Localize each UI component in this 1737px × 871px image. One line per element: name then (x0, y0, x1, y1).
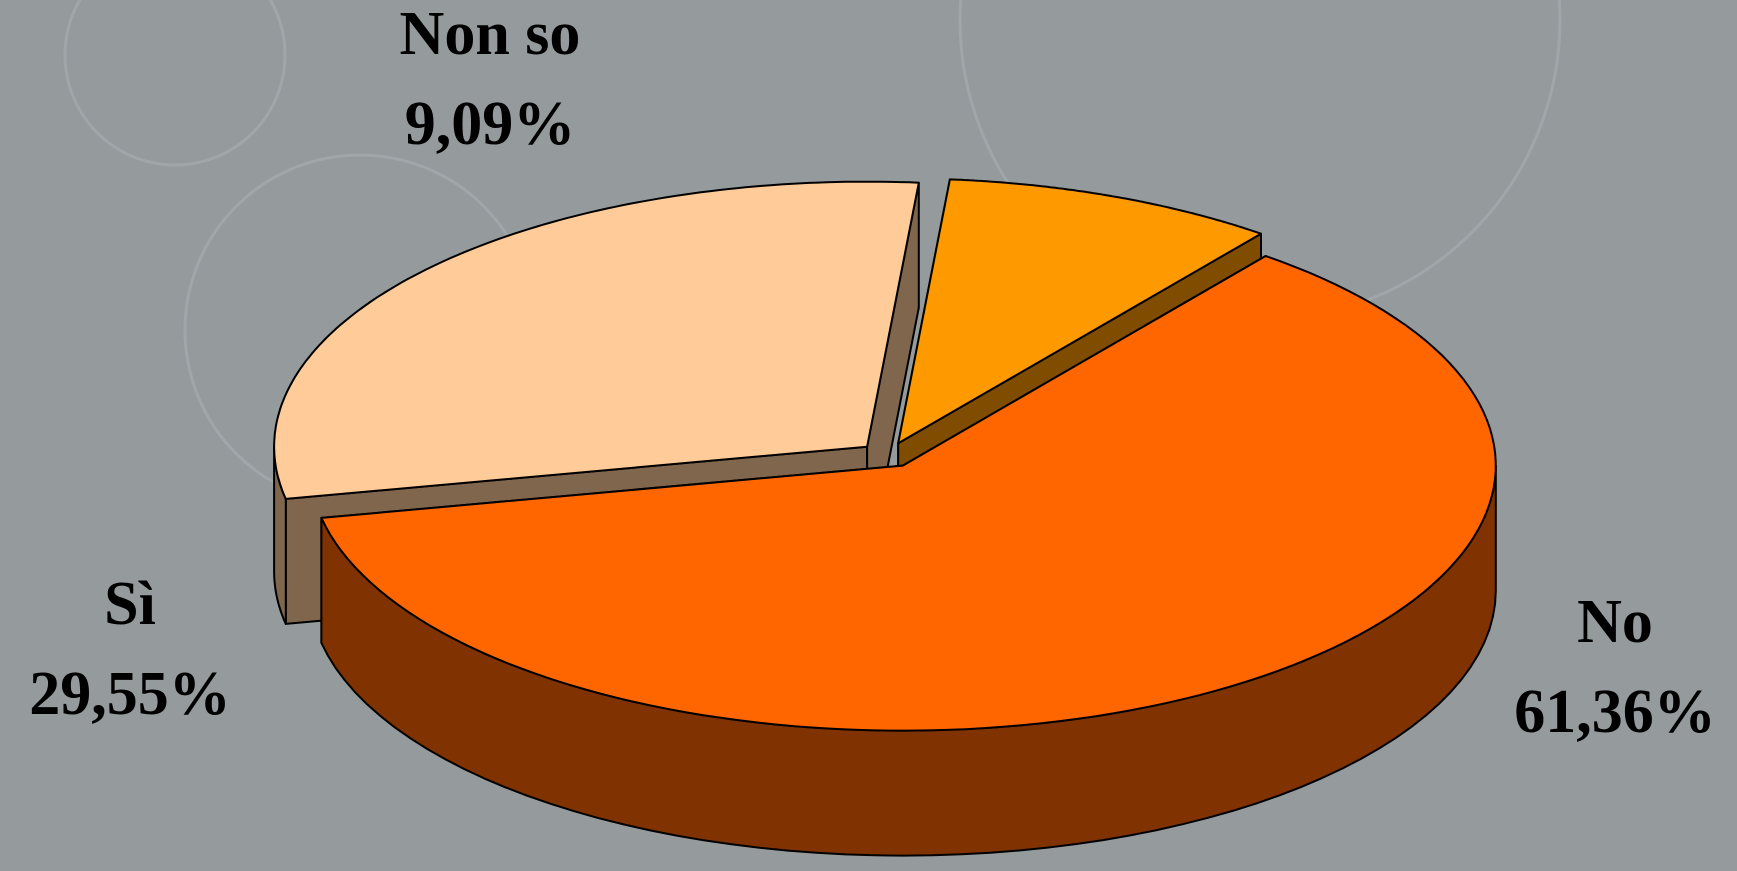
labels: Non so 9,09% No 61,36% Sì 29,55% (29, 0, 1716, 746)
slice-label: Non so (400, 0, 581, 68)
slice-label: Sì (104, 570, 156, 638)
slice-value-label: 61,36% (1514, 678, 1716, 746)
pie (273, 178, 1497, 857)
slice (320, 255, 1497, 732)
slice (273, 180, 920, 500)
slice (897, 178, 1262, 445)
slice-label: No (1577, 588, 1653, 656)
slice-value-label: 9,09% (405, 90, 576, 158)
slice-value-label: 29,55% (29, 660, 231, 728)
